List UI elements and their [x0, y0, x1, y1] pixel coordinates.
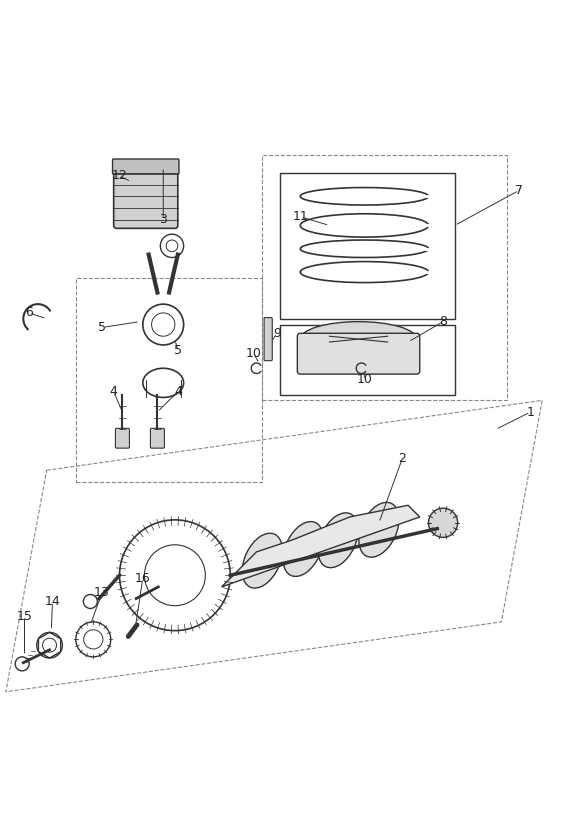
Text: 16: 16 — [135, 572, 151, 585]
Text: 15: 15 — [16, 610, 33, 623]
Ellipse shape — [318, 513, 358, 568]
FancyBboxPatch shape — [115, 428, 129, 448]
Text: 13: 13 — [94, 586, 110, 599]
Text: 2: 2 — [398, 452, 406, 465]
FancyBboxPatch shape — [264, 317, 272, 361]
Text: 14: 14 — [44, 595, 61, 608]
Text: 6: 6 — [25, 307, 33, 320]
FancyBboxPatch shape — [150, 428, 164, 448]
Text: 8: 8 — [439, 315, 447, 328]
Text: 10: 10 — [356, 373, 373, 386]
Polygon shape — [222, 505, 420, 587]
FancyBboxPatch shape — [113, 159, 179, 174]
Ellipse shape — [300, 321, 417, 357]
FancyBboxPatch shape — [297, 333, 420, 374]
Bar — [280, 325, 455, 395]
Bar — [76, 278, 262, 482]
Text: 4: 4 — [174, 385, 182, 398]
Text: 5: 5 — [98, 321, 106, 334]
Text: 4: 4 — [110, 385, 118, 398]
Text: 9: 9 — [273, 327, 281, 339]
Text: 7: 7 — [515, 184, 523, 197]
Text: 3: 3 — [159, 213, 167, 226]
Ellipse shape — [243, 533, 282, 588]
Ellipse shape — [359, 503, 399, 557]
Text: 10: 10 — [245, 347, 262, 360]
FancyBboxPatch shape — [114, 164, 178, 228]
Text: 12: 12 — [111, 170, 128, 182]
Bar — [262, 156, 507, 400]
Ellipse shape — [283, 522, 323, 577]
Bar — [280, 173, 455, 319]
Circle shape — [429, 508, 458, 537]
Text: 5: 5 — [174, 344, 182, 358]
Text: 1: 1 — [526, 405, 535, 419]
Text: 11: 11 — [292, 210, 308, 223]
